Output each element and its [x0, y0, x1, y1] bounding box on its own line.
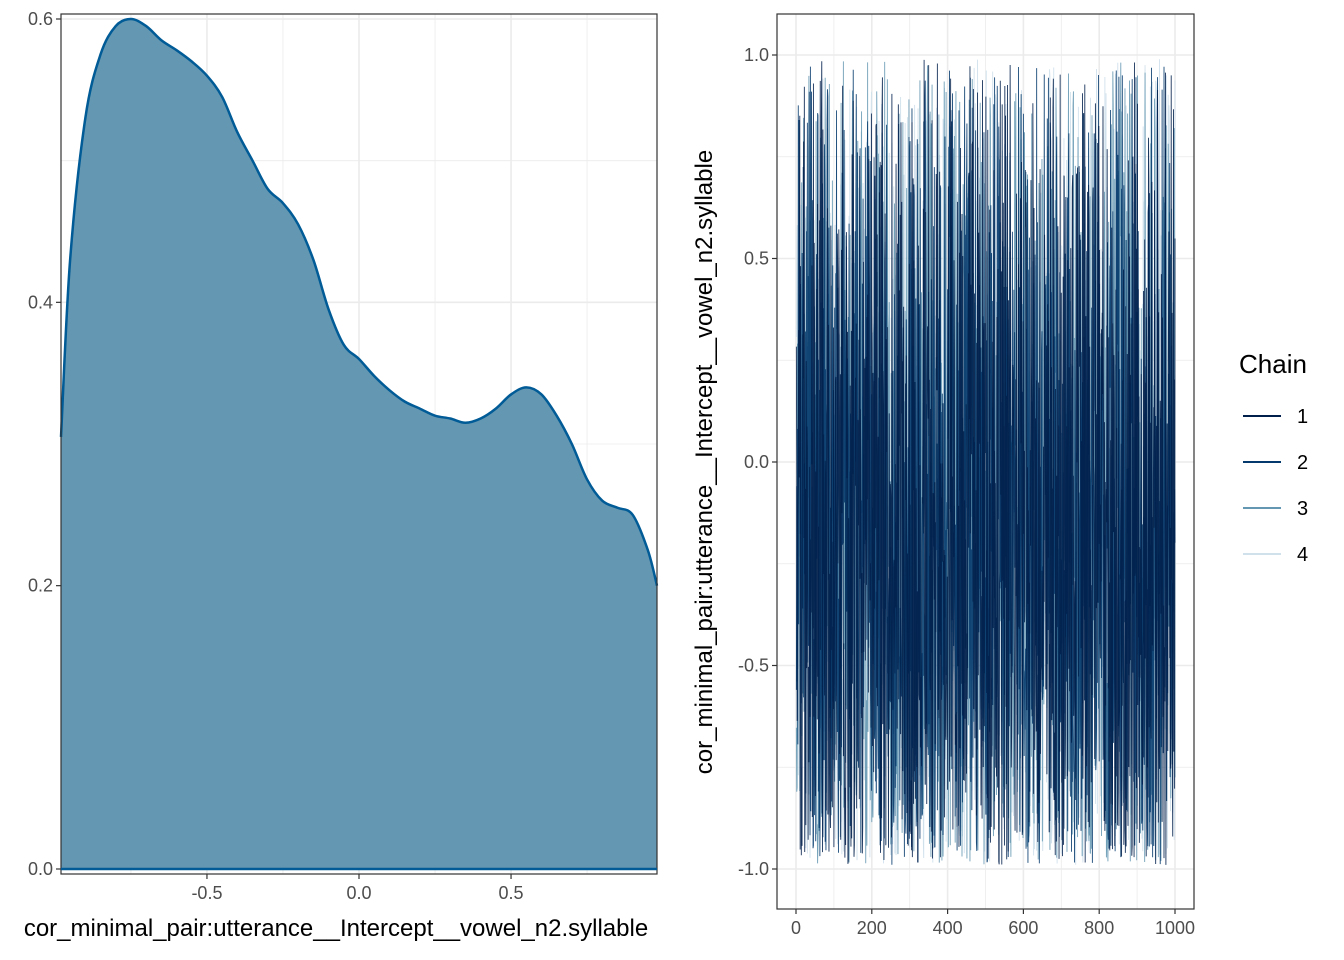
y-tick-label: 0.2 — [28, 576, 53, 596]
y-tick-label: 0.4 — [28, 292, 53, 312]
x-tick-label: 1000 — [1155, 918, 1195, 938]
x-tick-label: 200 — [857, 918, 887, 938]
legend-label-chain-1: 1 — [1297, 406, 1308, 428]
x-tick-label: 400 — [933, 918, 963, 938]
y-tick-label: 0.6 — [28, 9, 53, 29]
trace-lines — [795, 59, 1176, 865]
trace-y-axis: -1.0 -0.5 0.0 0.5 1.0 — [738, 45, 777, 879]
chain-legend: Chain 1 2 3 4 — [1239, 349, 1308, 566]
density-x-axis: -0.5 0.0 0.5 — [191, 874, 524, 903]
density-curve — [59, 17, 659, 586]
y-tick-label: 0.5 — [744, 249, 769, 269]
x-tick-label: 0.5 — [499, 883, 524, 903]
trace-x-axis: 0 200 400 600 800 1000 — [791, 909, 1195, 938]
legend-label-chain-4: 4 — [1297, 544, 1308, 566]
density-y-axis: 0.0 0.2 0.4 0.6 — [28, 9, 61, 879]
trace-panel: -1.0 -0.5 0.0 0.5 1.0 0 200 400 600 800 1000 cor_… — [691, 13, 1195, 938]
y-tick-label: -0.5 — [738, 656, 769, 676]
legend-title: Chain — [1239, 349, 1307, 379]
trace-y-axis-title: cor_minimal_pair:utterance__Intercept__v… — [691, 150, 718, 774]
y-tick-label: -1.0 — [738, 859, 769, 879]
density-area — [61, 19, 657, 869]
y-tick-label: 0.0 — [744, 452, 769, 472]
density-panel: 0.0 0.2 0.4 0.6 -0.5 0.0 0.5 cor_minimal_pair… — [24, 9, 659, 942]
x-tick-label: 600 — [1008, 918, 1038, 938]
y-tick-label: 0.0 — [28, 859, 53, 879]
x-tick-label: 800 — [1084, 918, 1114, 938]
y-tick-label: 1.0 — [744, 45, 769, 65]
trace-line-chain-1 — [795, 59, 1176, 865]
x-tick-label: -0.5 — [191, 883, 222, 903]
density-x-axis-title: cor_minimal_pair:utterance__Intercept__v… — [24, 915, 648, 942]
x-tick-label: 0 — [791, 918, 801, 938]
legend-label-chain-3: 3 — [1297, 498, 1308, 520]
legend-label-chain-2: 2 — [1297, 452, 1308, 474]
x-tick-label: 0.0 — [346, 883, 371, 903]
